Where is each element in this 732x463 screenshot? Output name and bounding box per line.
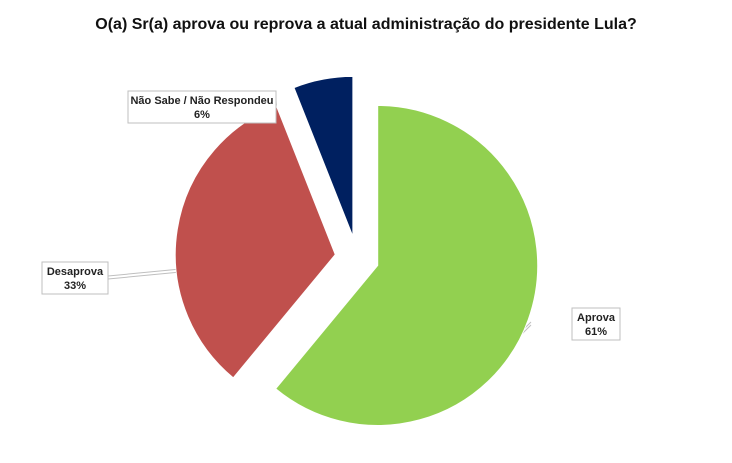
data-label-value: 6% <box>194 109 210 121</box>
pie-slice-aprova <box>275 104 539 426</box>
data-label-category: Desaprova <box>47 266 104 278</box>
data-label-value: 61% <box>585 326 607 338</box>
pie-slice-n-o-sabe-n-o-respondeu <box>293 75 354 237</box>
data-label-category: Aprova <box>577 312 616 324</box>
chart-title: O(a) Sr(a) aprova ou reprova a atual adm… <box>95 16 637 33</box>
leader-line <box>107 270 188 280</box>
data-label-box <box>41 261 109 295</box>
data-label-value: 33% <box>64 280 86 292</box>
leader-line <box>107 267 188 277</box>
data-label-category: Não Sabe / Não Respondeu <box>130 95 273 107</box>
data-label-box <box>571 307 621 341</box>
pie-slice-desaprova <box>174 105 336 379</box>
data-labels: Aprova 61% Desaprova 33% Não Sabe / Não Resp… <box>41 90 621 341</box>
data-label-box <box>127 90 277 124</box>
pie-slices <box>174 75 539 426</box>
